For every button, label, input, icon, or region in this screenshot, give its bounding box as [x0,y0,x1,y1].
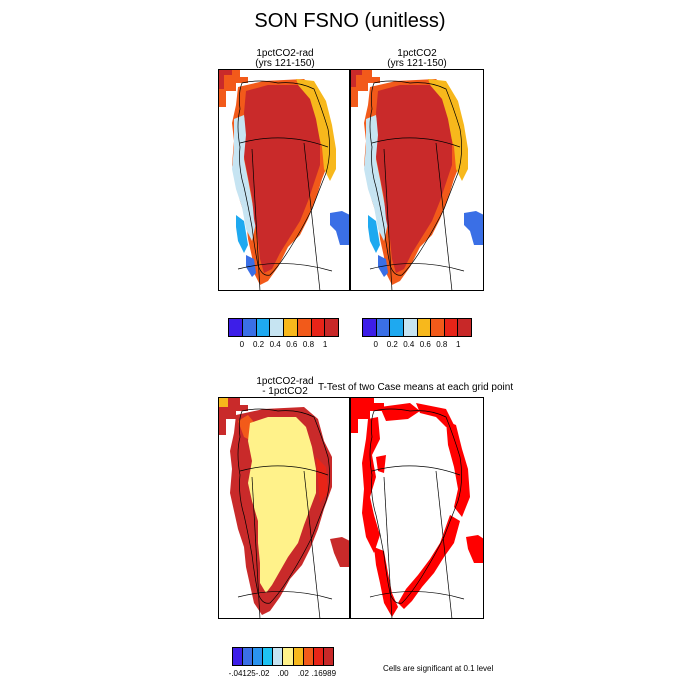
top_right-colorbar-tick-1: 0.2 [386,340,398,349]
top_right-colorbar-tick-4: 0.8 [436,340,448,349]
top_left-colorbar-tick-1: 0.2 [252,340,265,349]
map-significance-field [350,397,484,617]
map-significance-lines [369,408,465,619]
top_left-colorbar-tick-3: 0.6 [286,340,298,349]
colorbar-top-right-boxes [362,318,472,337]
difference-colorbar-box-2 [253,648,264,665]
top_left-colorbar-box-2 [256,319,271,336]
top_right-colorbar-box-1 [376,319,391,336]
map-top-right [350,69,484,291]
difference-colorbar-box-1 [243,648,254,665]
colorbar-top-left-boxes [228,318,339,337]
difference-colorbar-box-6 [293,648,304,665]
top_right-colorbar-tick-5: 1 [456,340,461,349]
top_left-colorbar-box-7 [325,319,338,336]
top_right-colorbar-box-2 [390,319,404,336]
top_right-colorbar-tick-2: 0.4 [403,340,415,349]
top_left-colorbar-box-6 [311,319,326,336]
ttest-title: T-Test of two Case means at each grid po… [318,382,514,393]
panel-title-bottom-left-line2: - 1pctCO2 [262,386,308,397]
difference-colorbar-box-9 [323,648,333,665]
top_left-colorbar-box-1 [242,319,257,336]
map-top-left-field [218,69,350,285]
colorbar-top-left-ticks: 0 0.2 0.4 0.6 0.8 1 [228,337,339,351]
difference-colorbar-tick-0: -.04125 [228,669,256,678]
map-difference [218,397,350,619]
top_right-colorbar-box-5 [431,319,445,336]
colorbar-top-left: 0 0.2 0.4 0.6 0.8 1 [228,318,339,351]
significance-note: Cells are significant at 0.1 level [383,664,494,673]
difference-colorbar-tick-2: .00 [277,669,289,678]
difference-colorbar-box-5 [283,648,294,665]
panel-title-top-left-line1: 1pctCO2-rad [256,48,314,59]
panel-title-top-left-line2: (yrs 121-150) [255,58,315,69]
map-difference-lines [237,408,333,619]
top_left-colorbar-tick-2: 0.4 [269,340,281,349]
top_right-colorbar-tick-3: 0.6 [419,340,431,349]
colorbar-top-right-ticks: 0 0.2 0.4 0.6 0.8 1 [362,337,472,351]
figure-title: SON FSNO (unitless) [254,10,446,32]
top_right-colorbar-box-0 [363,319,377,336]
top_left-colorbar-box-0 [229,319,243,336]
colorbar-difference-ticks: -.04125 -.02 .00 .02.16989 [228,666,337,680]
top_left-colorbar-box-3 [270,319,284,336]
top_left-colorbar-tick-0: 0 [239,340,245,349]
top_right-colorbar-tick-0: 0 [373,340,378,349]
difference-colorbar-box-0 [233,648,244,665]
top_right-colorbar-box-3 [403,319,418,336]
top_right-colorbar-box-7 [458,319,471,336]
top_left-colorbar-tick-5: 1 [322,340,328,349]
map-top-left-lines [237,80,333,291]
map-top-left [218,69,350,291]
panel-title-top-left: 1pctCO2-rad (yrs 121-150) [220,49,350,69]
top_left-colorbar-tick-4: 0.8 [302,340,315,349]
panel-title-bottom-left-line1: 1pctCO2-rad [256,376,314,387]
colorbar-difference: -.04125 -.02 .00 .02.16989 [228,647,337,680]
panel-title-top-right-line1: 1pctCO2 [397,48,437,59]
colorbar-difference-boxes [232,647,334,666]
map-top-right-field [350,69,484,285]
top_right-colorbar-box-6 [444,319,459,336]
difference-colorbar-box-8 [313,648,324,665]
panel-title-bottom-left: 1pctCO2-rad - 1pctCO2 [220,377,350,397]
difference-colorbar-box-7 [303,648,314,665]
difference-colorbar-tick-1: -.02 [255,669,270,678]
top_right-colorbar-box-4 [417,319,432,336]
difference-colorbar-box-3 [263,648,274,665]
panel-title-top-right-line2: (yrs 121-150) [387,58,447,69]
colorbar-top-right: 0 0.2 0.4 0.6 0.8 1 [362,318,472,351]
map-significance [350,397,484,619]
difference-colorbar-tick-3: .02 [297,669,309,678]
map-top-right-lines [369,80,465,291]
difference-colorbar-tick-4: .16989 [311,669,337,678]
map-difference-field [218,397,350,615]
top_left-colorbar-box-5 [297,319,312,336]
top_left-colorbar-box-4 [284,319,298,336]
difference-colorbar-box-4 [273,648,284,665]
panel-title-top-right: 1pctCO2 (yrs 121-150) [352,49,482,69]
